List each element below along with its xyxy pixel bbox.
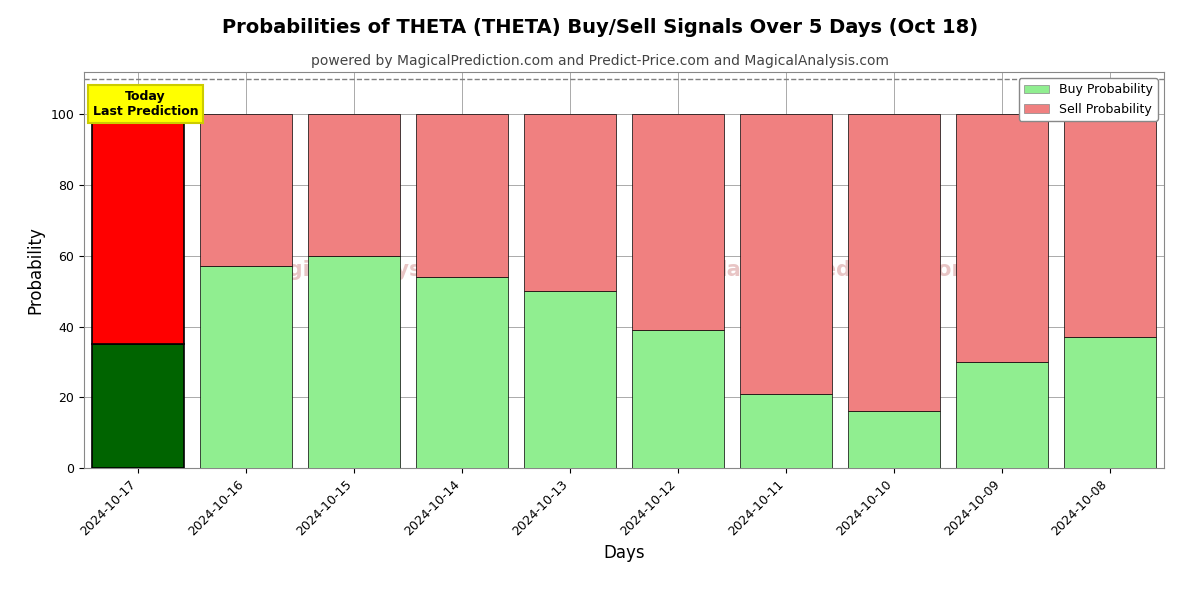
Bar <box>416 277 508 468</box>
Legend: Buy Probability, Sell Probability: Buy Probability, Sell Probability <box>1019 78 1158 121</box>
Bar <box>1064 337 1156 468</box>
Bar <box>740 394 832 468</box>
Bar <box>200 266 292 468</box>
Bar <box>848 412 940 468</box>
Bar <box>92 115 184 344</box>
Bar <box>632 330 724 468</box>
Bar <box>740 115 832 394</box>
Bar <box>200 115 292 266</box>
Text: Today
Last Prediction: Today Last Prediction <box>92 89 198 118</box>
Bar <box>848 115 940 412</box>
Bar <box>956 115 1048 362</box>
Bar <box>524 115 616 291</box>
Text: MagicalAnalysis.com: MagicalAnalysis.com <box>253 260 498 280</box>
Bar <box>956 362 1048 468</box>
Text: Probabilities of THETA (THETA) Buy/Sell Signals Over 5 Days (Oct 18): Probabilities of THETA (THETA) Buy/Sell … <box>222 18 978 37</box>
Y-axis label: Probability: Probability <box>26 226 44 314</box>
Bar <box>632 115 724 330</box>
Bar <box>308 115 400 256</box>
Bar <box>1064 115 1156 337</box>
Bar <box>308 256 400 468</box>
Text: powered by MagicalPrediction.com and Predict-Price.com and MagicalAnalysis.com: powered by MagicalPrediction.com and Pre… <box>311 54 889 68</box>
Bar <box>524 291 616 468</box>
Text: MagicalPrediction.com: MagicalPrediction.com <box>707 260 973 280</box>
Bar <box>92 344 184 468</box>
X-axis label: Days: Days <box>604 544 644 562</box>
Bar <box>416 115 508 277</box>
